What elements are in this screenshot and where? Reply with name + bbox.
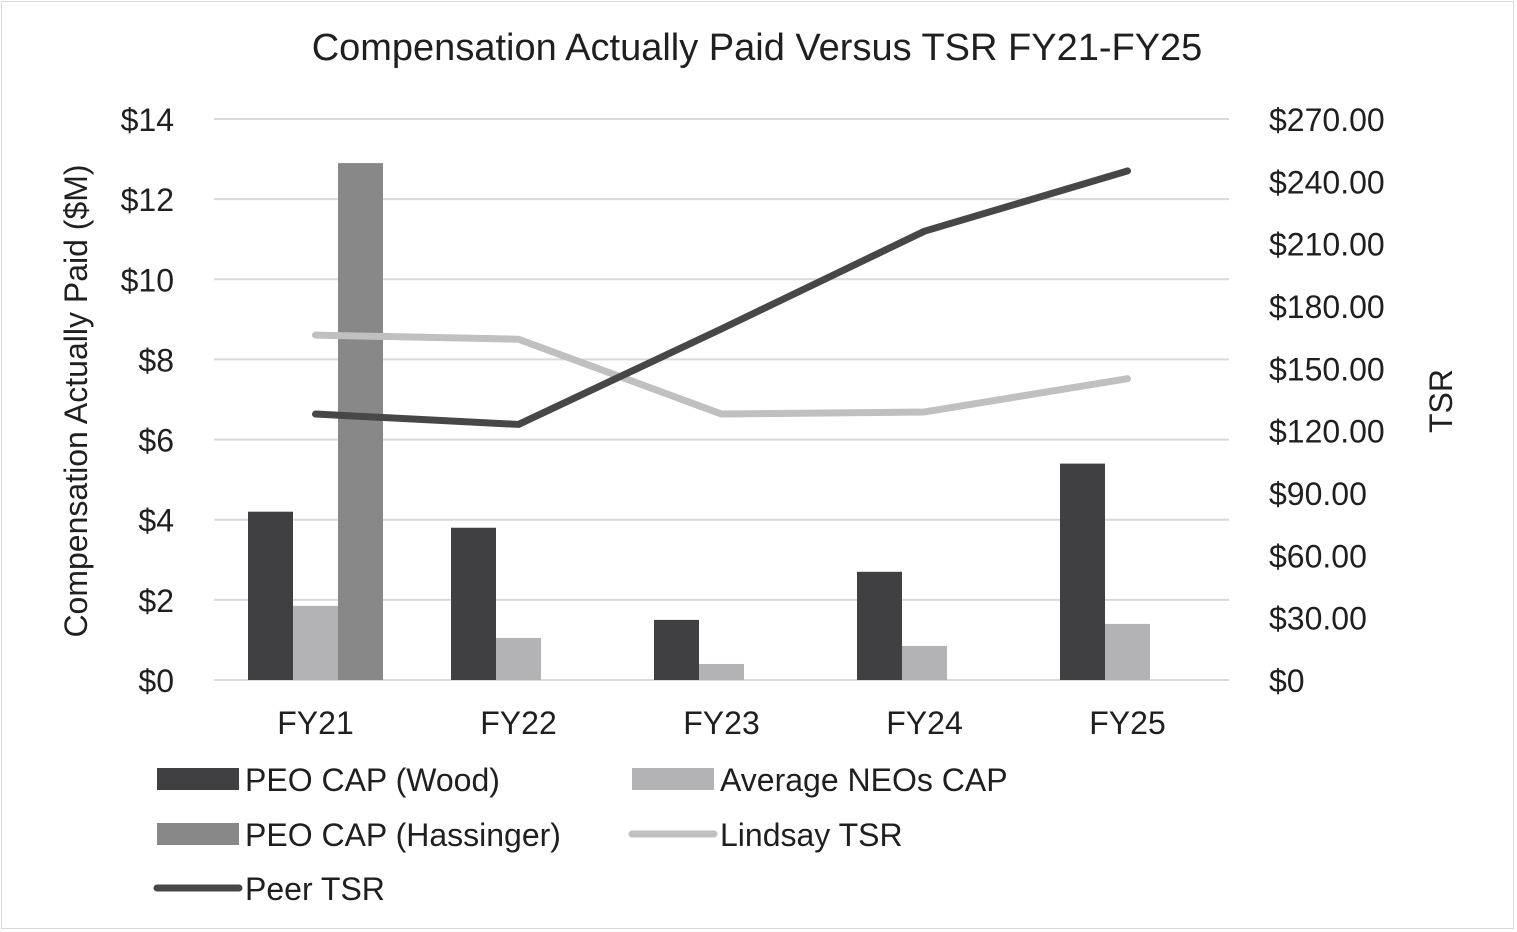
y2-tick-label: $210.00 <box>1269 227 1385 263</box>
legend-label: Lindsay TSR <box>720 817 903 853</box>
y-tick-label: $10 <box>121 262 174 298</box>
y-tick-label: $0 <box>138 663 174 699</box>
y2-tick-label: $90.00 <box>1269 476 1367 512</box>
gridlines <box>214 118 1229 681</box>
y2-tick-label: $120.00 <box>1269 414 1385 450</box>
x-tick-label: FY23 <box>683 705 759 741</box>
y2-tick-label: $150.00 <box>1269 351 1385 387</box>
bar <box>654 619 699 680</box>
bar <box>293 605 338 680</box>
y2-tick-label: $0 <box>1269 663 1305 699</box>
y-tick-label: $2 <box>138 583 174 619</box>
y-tick-label: $12 <box>121 182 174 218</box>
y2-tick-label: $240.00 <box>1269 164 1385 200</box>
legend-label: Peer TSR <box>245 871 385 907</box>
legend-swatch <box>632 768 714 790</box>
y-axis-label: Compensation Actually Paid ($M) <box>58 164 94 637</box>
lines <box>312 167 1131 428</box>
y2-tick-label: $30.00 <box>1269 601 1367 637</box>
legend-label: Average NEOs CAP <box>720 762 1008 798</box>
y-tick-label: $8 <box>138 342 174 378</box>
bar <box>902 645 947 680</box>
x-tick-label: FY22 <box>480 705 556 741</box>
bars <box>248 163 1150 681</box>
x-tick-label: FY21 <box>277 705 353 741</box>
y2-axis-label: TSR <box>1423 369 1459 433</box>
x-tick-label: FY24 <box>886 705 962 741</box>
bar <box>248 511 293 680</box>
bar <box>857 571 902 680</box>
x-tick-label: FY25 <box>1089 705 1165 741</box>
y2-tick-label: $60.00 <box>1269 538 1367 574</box>
bar <box>1060 463 1105 680</box>
legend-label: PEO CAP (Hassinger) <box>245 817 561 853</box>
series-line <box>312 331 1131 418</box>
y2-tick-label: $180.00 <box>1269 289 1385 325</box>
bar <box>338 163 383 681</box>
bar <box>451 527 496 680</box>
y2-tick-label: $270.00 <box>1269 102 1385 138</box>
y-tick-label: $6 <box>138 423 174 459</box>
y-tick-label: $14 <box>121 102 174 138</box>
bar <box>699 663 744 680</box>
bar <box>1105 623 1150 680</box>
legend: PEO CAP (Wood) Average NEOs CAP PEO CAP (H… <box>153 762 1008 907</box>
y-tick-label: $4 <box>138 503 174 539</box>
legend-label: PEO CAP (Wood) <box>245 762 500 798</box>
bar <box>496 637 541 680</box>
series-line <box>312 167 1131 428</box>
chart-title: Compensation Actually Paid Versus TSR FY… <box>312 27 1203 69</box>
axes: $0 $2 $4 $6 $8 $10 $12 $14 $0 $30.00 $60.00 $90.00 $… <box>121 102 1385 741</box>
legend-swatch <box>157 768 239 790</box>
legend-swatch <box>157 823 239 845</box>
